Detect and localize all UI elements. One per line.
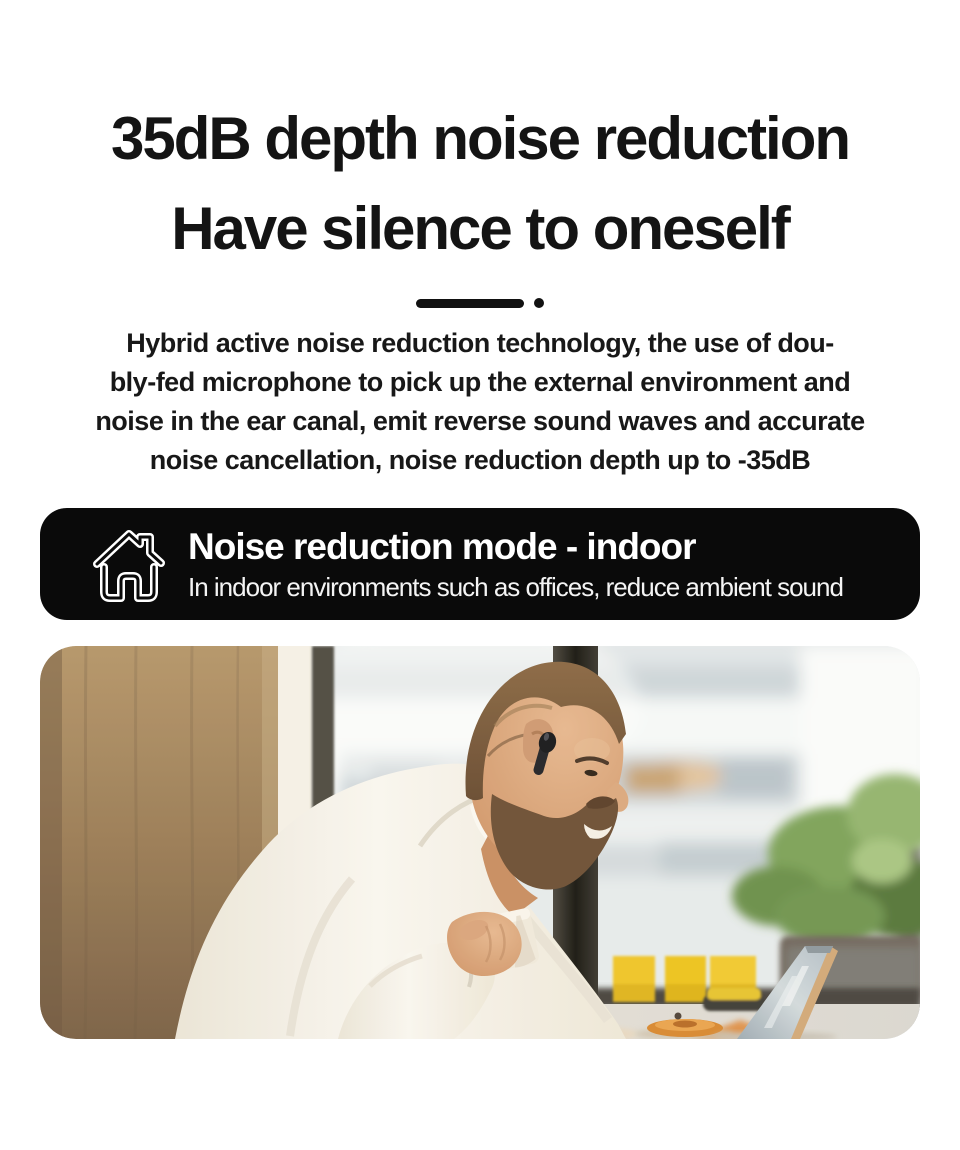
section-divider (0, 298, 960, 308)
description-line: noise cancellation, noise reduction dept… (149, 445, 811, 475)
divider-line (416, 298, 524, 308)
product-photo (40, 646, 920, 1039)
yellow-file-boxes (613, 956, 756, 1002)
hero-title-line2: Have silence to oneself (171, 195, 791, 262)
mustache (586, 796, 615, 809)
hair (465, 661, 626, 801)
divider-dot (534, 298, 544, 308)
hero-description: Hybrid active noise reduction technology… (30, 324, 930, 480)
potted-plant (732, 774, 920, 946)
eye (584, 769, 598, 777)
eyebrow (575, 756, 609, 765)
man-hand (447, 911, 522, 977)
laptop (713, 946, 838, 1039)
office-scene-photo (40, 646, 920, 1039)
description-line: Hybrid active noise reduction technology… (126, 328, 834, 358)
notebook (703, 988, 765, 1011)
beard (490, 794, 619, 890)
home-icon (93, 530, 165, 602)
orange-saucer (635, 1012, 735, 1039)
smile (584, 824, 612, 839)
hero-title-line1: 35dB depth noise reduction (110, 105, 851, 172)
description-line: noise in the ear canal, emit reverse sou… (95, 406, 865, 436)
arm-sleeve (338, 942, 495, 1039)
description-line: bly-fed microphone to pick up the extern… (109, 367, 851, 397)
banner-title: Noise reduction mode - indoor (188, 526, 697, 567)
noise-mode-banner: Noise reduction mode - indoor In indoor … (40, 508, 920, 620)
page-title: 35dB depth noise reduction Have silence … (0, 94, 960, 274)
warm-overlay (40, 646, 920, 1039)
banner-subtitle: In indoor environments such as offices, … (188, 572, 844, 602)
neck (481, 828, 538, 916)
black-earbud (533, 731, 557, 775)
man-with-earbud (175, 661, 629, 1039)
